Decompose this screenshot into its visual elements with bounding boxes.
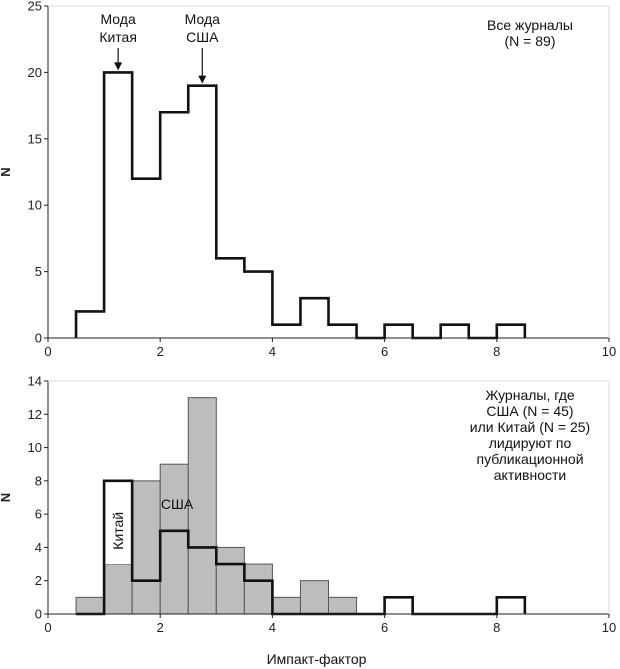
- y-tick-label: 2: [35, 573, 42, 588]
- bar-usa-1: [103, 563, 133, 615]
- y-tick-label: 4: [35, 540, 42, 555]
- y-tick-label: 0: [35, 607, 42, 622]
- mode-annotation-text: Китая: [99, 29, 137, 45]
- x-tick-label: 6: [381, 620, 388, 635]
- y-tick-label: 6: [35, 507, 42, 522]
- bar-usa-0: [75, 596, 105, 615]
- mode-annotation-text: Мода: [100, 11, 135, 27]
- x-tick-label: 2: [157, 344, 164, 359]
- bar-china-excess-1: [104, 480, 132, 565]
- x-tick-label: 4: [269, 344, 276, 359]
- mode-annotation-text: США: [186, 29, 219, 45]
- bar-usa-2: [131, 480, 161, 615]
- mode-annotation-text: Мода: [185, 11, 220, 27]
- x-tick-label: 8: [493, 344, 500, 359]
- bar-usa-7: [271, 596, 301, 615]
- bar-china-excess-11: [385, 597, 413, 614]
- usa-bar-label: США: [161, 496, 194, 512]
- y-tick-label: 25: [28, 0, 42, 14]
- y-tick-label: 8: [35, 473, 42, 488]
- bar-usa-6: [243, 563, 273, 615]
- legend-line: лидируют по: [489, 435, 572, 451]
- x-tick-label: 0: [44, 620, 51, 635]
- outline-all: [74, 71, 527, 340]
- legend-line: публикационной: [476, 451, 583, 467]
- y-tick-label: 10: [28, 440, 42, 455]
- x-tick-label: 6: [381, 344, 388, 359]
- x-tick-label: 4: [269, 620, 276, 635]
- bar-usa-4: [187, 397, 217, 615]
- y-tick-label: 14: [28, 374, 42, 389]
- bar-usa-3: [159, 463, 189, 615]
- legend-line: Журналы, где: [485, 387, 575, 403]
- x-tick-label: 10: [602, 344, 616, 359]
- y-tick-label: 20: [28, 65, 42, 80]
- mode-arrow-head: [114, 62, 123, 71]
- legend-line: (N = 89): [505, 33, 556, 49]
- y-axis-label: N: [0, 167, 13, 176]
- bar-usa-9: [328, 596, 358, 615]
- x-axis-label: Импакт-фактор: [267, 651, 367, 667]
- x-tick-label: 8: [493, 620, 500, 635]
- x-tick-label: 2: [157, 620, 164, 635]
- x-tick-label: 0: [44, 344, 51, 359]
- y-tick-label: 10: [28, 198, 42, 213]
- china-bar-label: Китай: [110, 512, 126, 550]
- y-axis-label: N: [0, 493, 13, 502]
- legend-line: Все журналы: [487, 17, 573, 33]
- y-tick-label: 12: [28, 407, 42, 422]
- bar-usa-8: [299, 580, 330, 615]
- y-tick-label: 5: [35, 264, 42, 279]
- bar-china-excess-15: [497, 597, 525, 614]
- legend-line: или Китай (N = 25): [470, 419, 590, 435]
- y-tick-label: 0: [35, 331, 42, 346]
- legend-line: США (N = 45): [486, 403, 573, 419]
- mode-arrow-head: [198, 75, 207, 84]
- legend-line: активности: [494, 467, 567, 483]
- x-tick-label: 10: [602, 620, 616, 635]
- top-histogram-panel: 0 5 10 15 20 25 0 2 4 6 8 10 N Все журналы(N = 89) Мод…: [0, 0, 616, 359]
- y-tick-label: 15: [28, 131, 42, 146]
- bar-usa-5: [215, 546, 245, 615]
